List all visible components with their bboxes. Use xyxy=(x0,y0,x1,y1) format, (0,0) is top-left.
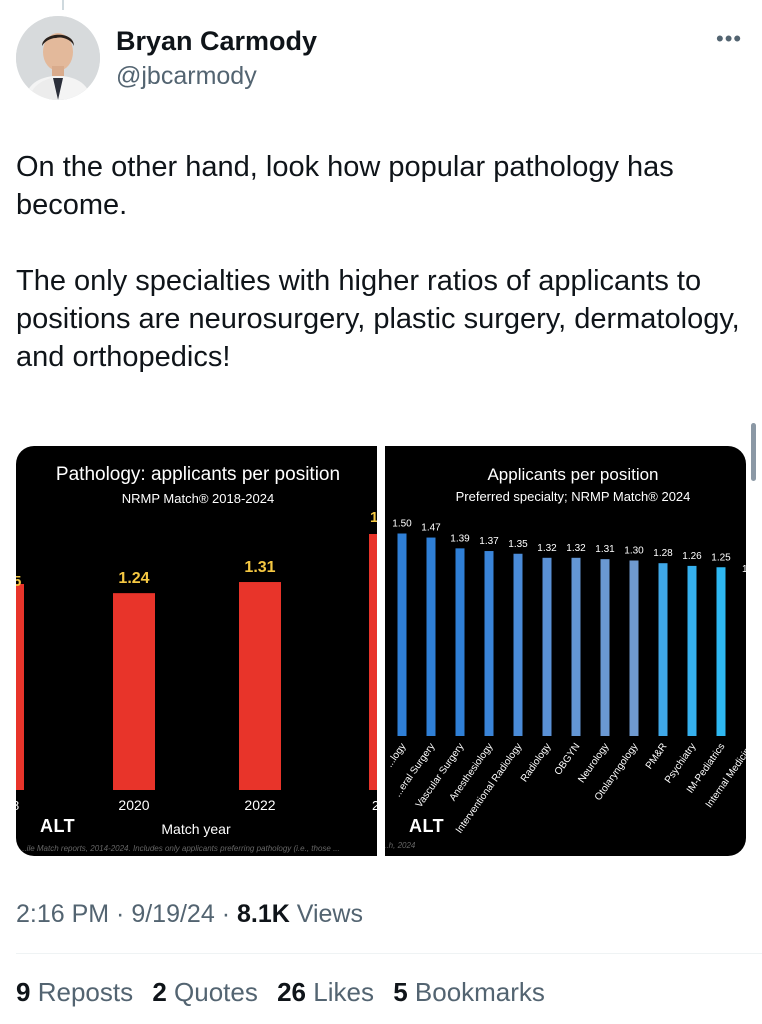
likes-count: 26 xyxy=(277,977,307,1007)
media-grid: Pathology: applicants per position NRMP … xyxy=(16,446,746,856)
chart-subtitle: NRMP Match® 2018-2024 xyxy=(122,491,274,506)
quotes-stat[interactable]: 2 Quotes xyxy=(152,977,258,1007)
x-axis-label: Match year xyxy=(161,821,231,837)
bar-value-label: 1.31 xyxy=(244,559,275,576)
tweet-paragraph: On the other hand, look how popular path… xyxy=(16,151,674,221)
more-horizontal-icon[interactable]: ••• xyxy=(716,26,743,51)
x-tick-label: 2020 xyxy=(118,797,149,813)
bar-value-label: 1.25 xyxy=(711,552,731,563)
x-tick-label: OBGYN xyxy=(553,741,583,777)
clipped-bar-right xyxy=(369,534,379,790)
x-tick-label: Internal Medicine xyxy=(704,741,746,810)
reposts-label: Reposts xyxy=(37,977,134,1007)
chart-title: Applicants per position xyxy=(487,465,658,484)
bar xyxy=(716,567,726,736)
alt-badge-left[interactable]: ALT xyxy=(40,816,76,836)
bar-value-label: 1.39 xyxy=(450,533,470,544)
specialty-chart: Applicants per position Preferred specia… xyxy=(382,465,746,850)
bar-value-label: 1.35 xyxy=(508,539,528,550)
bar xyxy=(571,557,581,736)
bar xyxy=(658,563,668,736)
clipped-tick-right: 2 xyxy=(372,798,377,813)
bar-value-label: 1.37 xyxy=(479,536,499,547)
separator: · xyxy=(109,900,132,928)
bar-value-label: 1.32 xyxy=(566,543,586,554)
media-image-left[interactable]: Pathology: applicants per position NRMP … xyxy=(16,446,379,856)
pathology-chart: Pathology: applicants per position NRMP … xyxy=(16,464,379,853)
author-handle[interactable]: @jbcarmody xyxy=(116,62,257,90)
quotes-label: Quotes xyxy=(174,977,258,1007)
bookmarks-stat[interactable]: 5 Bookmarks xyxy=(393,977,545,1007)
bar-value-label: 1.26 xyxy=(682,551,702,562)
bar xyxy=(687,565,697,736)
media-image-right[interactable]: Applicants per position Preferred specia… xyxy=(382,446,746,856)
reposts-stat[interactable]: 9 Reposts xyxy=(16,977,133,1007)
clipped-bar-left xyxy=(16,584,24,790)
bar-value-label: 1.24 xyxy=(118,570,149,587)
views-label: Views xyxy=(296,900,363,928)
scrollbar[interactable] xyxy=(751,423,756,481)
reposts-count: 9 xyxy=(16,977,31,1007)
tweet-time[interactable]: 2:16 PM xyxy=(16,900,110,928)
bookmarks-label: Bookmarks xyxy=(414,977,545,1007)
avatar-image xyxy=(16,16,100,100)
engagement-stats: 9 Reposts 2 Quotes 26 Likes 5 Bookmarks xyxy=(16,977,557,1008)
likes-label: Likes xyxy=(313,977,374,1007)
tweet-meta: 2:16 PM · 9/19/24 · 8.1K Views xyxy=(16,900,363,929)
alt-badge-right[interactable]: ALT xyxy=(409,816,445,836)
avatar[interactable] xyxy=(16,16,100,100)
tweet-date[interactable]: 9/19/24 xyxy=(131,900,215,928)
bar-value-label: 1.50 xyxy=(392,519,412,530)
bar xyxy=(397,533,407,736)
chart-title: Pathology: applicants per position xyxy=(56,464,340,485)
bookmarks-count: 5 xyxy=(393,977,408,1007)
chart-subtitle: Preferred specialty; NRMP Match® 2024 xyxy=(456,489,691,504)
divider xyxy=(16,953,762,954)
bar-value-label: 1.30 xyxy=(624,546,644,557)
bar-value-label: 1.31 xyxy=(595,544,615,555)
bar xyxy=(600,559,610,736)
bar-value-label: 1.28 xyxy=(653,548,673,559)
clipped-value-right: 1 xyxy=(370,509,377,526)
bar xyxy=(629,560,639,736)
author-name[interactable]: Bryan Carmody xyxy=(116,26,318,56)
x-tick-label: 2022 xyxy=(244,797,275,813)
chart-footnote: ...h, 2024 xyxy=(385,841,416,850)
bar-value-label: 1.47 xyxy=(421,523,441,534)
clipped-value-left: 5 xyxy=(16,573,21,590)
x-tick-label: ...logy xyxy=(385,741,408,769)
bar xyxy=(239,582,281,790)
bar xyxy=(484,551,494,736)
tweet-text: On the other hand, look how popular path… xyxy=(16,148,752,414)
views-count: 8.1K xyxy=(236,900,290,928)
x-tick-label: PM&R xyxy=(644,741,670,771)
thread-line xyxy=(62,0,64,10)
bar xyxy=(426,537,436,736)
clipped-value-label: 1 xyxy=(742,564,746,575)
bar xyxy=(513,553,523,736)
bar xyxy=(542,557,552,736)
clipped-tick-left: 8 xyxy=(16,798,19,813)
separator: · xyxy=(214,900,237,928)
chart-footnote: ...ile Match reports, 2014-2024. Include… xyxy=(20,844,340,853)
bar-value-label: 1.32 xyxy=(537,543,557,554)
tweet-paragraph: The only specialties with higher ratios … xyxy=(16,265,740,373)
bar xyxy=(113,593,155,790)
bar xyxy=(455,548,465,736)
quotes-count: 2 xyxy=(152,977,167,1007)
likes-stat[interactable]: 26 Likes xyxy=(277,977,374,1007)
